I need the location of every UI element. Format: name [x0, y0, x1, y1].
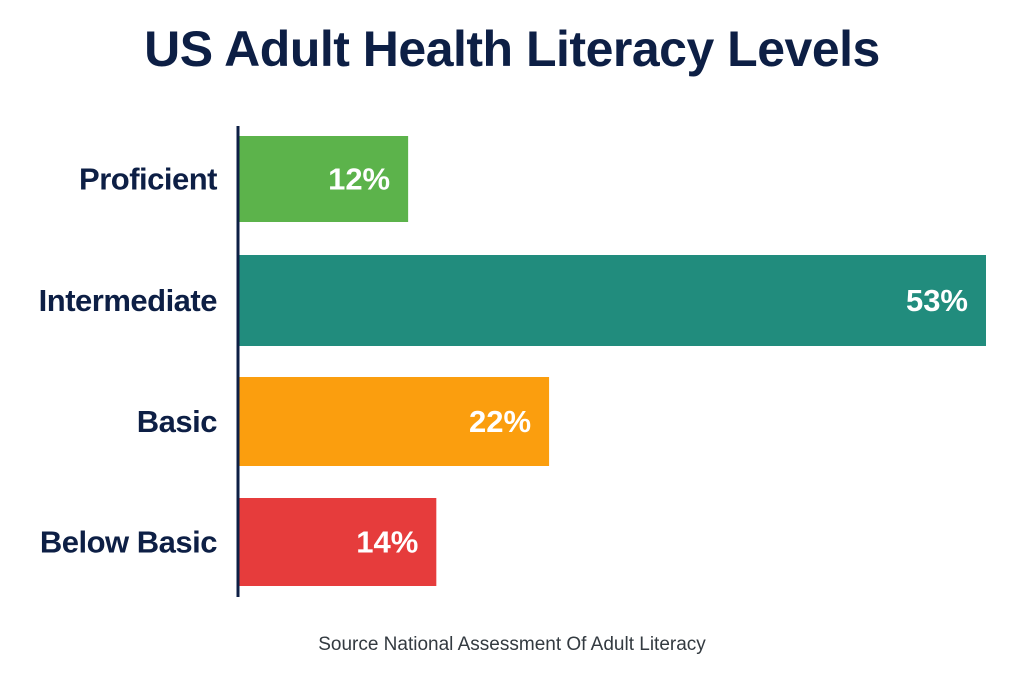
value-label-intermediate: 53% [906, 283, 968, 318]
category-label-below-basic: Below Basic [40, 525, 217, 560]
category-label-basic: Basic [137, 404, 217, 439]
value-label-proficient: 12% [328, 162, 390, 197]
category-label-proficient: Proficient [79, 162, 217, 197]
bar-basic [239, 377, 550, 466]
chart-title: US Adult Health Literacy Levels [144, 21, 880, 77]
bars-layer [239, 136, 986, 586]
value-label-basic: 22% [469, 404, 531, 439]
bar-intermediate [239, 255, 986, 346]
bar-proficient [239, 136, 409, 222]
source-note: Source National Assessment Of Adult Lite… [318, 634, 706, 655]
bar-below-basic [239, 498, 437, 586]
labels-layer: 12% Proficient 53% Intermediate 22% Basic 14% B… [39, 162, 968, 560]
category-label-intermediate: Intermediate [39, 283, 218, 318]
value-label-below-basic: 14% [356, 525, 418, 560]
